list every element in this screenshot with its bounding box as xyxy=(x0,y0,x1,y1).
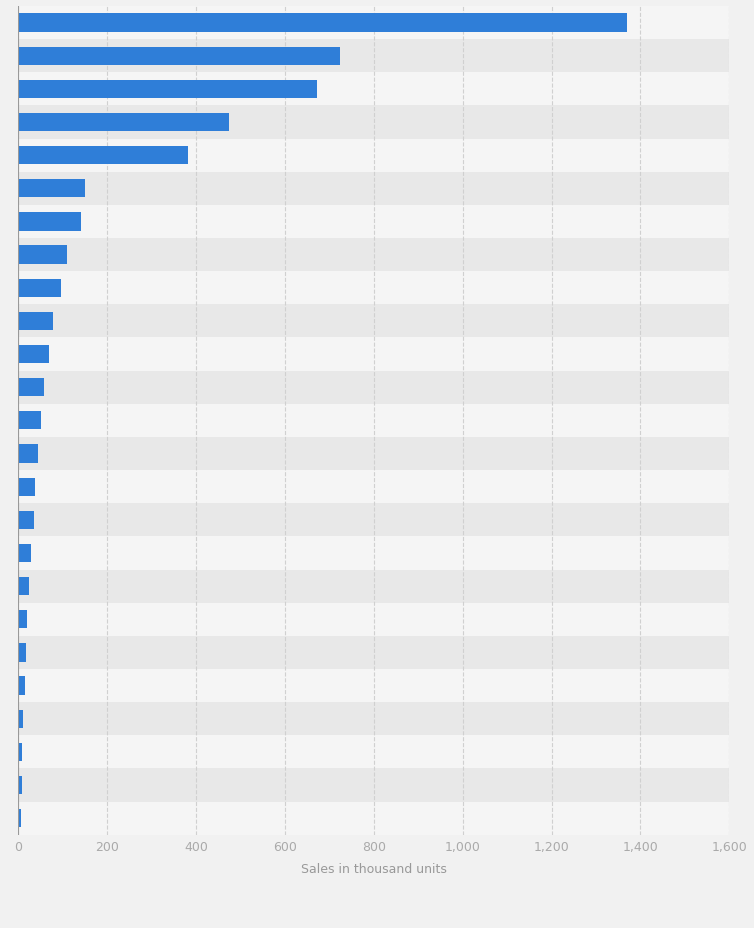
Bar xyxy=(19,577,29,596)
Bar xyxy=(19,768,729,802)
Bar xyxy=(19,802,729,835)
Bar xyxy=(19,702,729,736)
Bar xyxy=(19,405,729,437)
Bar xyxy=(19,611,27,628)
Bar xyxy=(19,238,729,272)
Bar xyxy=(19,206,729,238)
Bar xyxy=(19,511,34,529)
Bar xyxy=(19,246,67,264)
Bar xyxy=(19,73,729,107)
Bar xyxy=(19,710,23,728)
Bar xyxy=(19,809,20,828)
Bar xyxy=(19,313,53,330)
Bar xyxy=(19,279,60,298)
Bar xyxy=(19,147,188,165)
Bar xyxy=(19,669,729,702)
Bar xyxy=(19,338,729,371)
Bar xyxy=(19,173,729,206)
Bar xyxy=(19,379,44,397)
Bar xyxy=(19,107,729,139)
Bar xyxy=(19,139,729,173)
Bar xyxy=(19,743,23,761)
Bar xyxy=(19,40,729,73)
Bar xyxy=(19,371,729,405)
Bar xyxy=(19,437,729,470)
Bar xyxy=(19,412,41,430)
Bar xyxy=(19,570,729,603)
X-axis label: Sales in thousand units: Sales in thousand units xyxy=(301,862,447,875)
Bar xyxy=(19,478,35,496)
Bar xyxy=(19,345,49,364)
Bar xyxy=(19,47,340,66)
Bar xyxy=(19,776,22,794)
Bar xyxy=(19,536,729,570)
Bar xyxy=(19,644,26,662)
Bar xyxy=(19,272,729,305)
Bar xyxy=(19,114,228,132)
Bar xyxy=(19,445,38,463)
Bar xyxy=(19,305,729,338)
Bar xyxy=(19,504,729,536)
Bar xyxy=(19,636,729,669)
Bar xyxy=(19,677,25,695)
Bar xyxy=(19,81,317,98)
Bar xyxy=(19,470,729,504)
Bar xyxy=(19,213,81,231)
Bar xyxy=(19,603,729,636)
Bar xyxy=(19,15,627,32)
Bar xyxy=(19,736,729,768)
Bar xyxy=(19,6,729,40)
Bar xyxy=(19,544,31,562)
Bar xyxy=(19,180,85,199)
